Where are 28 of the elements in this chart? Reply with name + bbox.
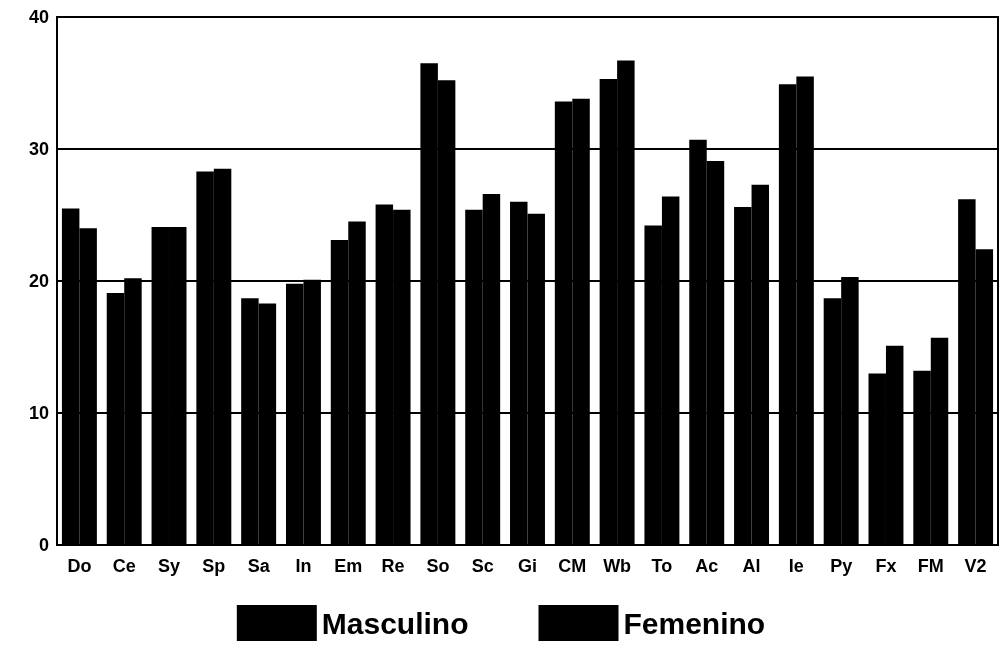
x-tick-label: So: [426, 556, 450, 576]
x-tick-label: Al: [742, 556, 761, 576]
x-tick-label: Ac: [695, 556, 719, 576]
x-tick-label: To: [651, 556, 673, 576]
x-tick-label: Py: [830, 556, 853, 576]
y-tick-label: 30: [28, 139, 49, 159]
x-tick-label: Re: [381, 556, 405, 576]
x-tick-label: Gi: [517, 556, 538, 576]
x-tick-label: Sa: [247, 556, 271, 576]
legend-label: Femenino: [623, 606, 766, 640]
x-tick-label: Sy: [158, 556, 181, 576]
x-tick-label: Do: [67, 556, 92, 576]
x-tick-label: In: [295, 556, 312, 576]
x-tick-label: Ie: [788, 556, 804, 576]
x-tick-label: Wb: [603, 556, 632, 576]
y-tick-label: 10: [28, 403, 49, 423]
x-tick-label: Fx: [875, 556, 897, 576]
x-tick-label: V2: [964, 556, 987, 576]
x-tick-label: Em: [334, 556, 363, 576]
x-tick-label: Ce: [112, 556, 136, 576]
legend-label: Masculino: [321, 606, 469, 640]
y-tick-label: 20: [28, 271, 49, 291]
x-tick-label: CM: [558, 556, 587, 576]
y-tick-label: 0: [38, 535, 49, 555]
y-tick-label: 40: [28, 7, 49, 27]
x-tick-label: Sp: [202, 556, 226, 576]
x-tick-label: Sc: [471, 556, 494, 576]
x-tick-label: FM: [917, 556, 944, 576]
